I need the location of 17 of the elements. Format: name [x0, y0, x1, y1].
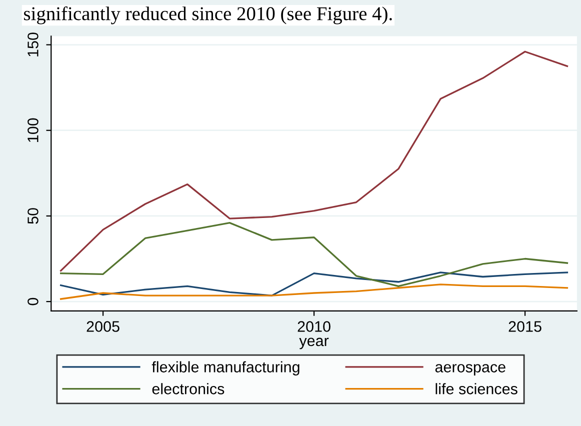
legend-label: life sciences [436, 383, 518, 394]
line-series [60, 284, 568, 300]
y-tick-label: 50 [28, 208, 38, 224]
text: significantly reduced since 2010 (see Figure 4). [24, 6, 392, 24]
y-tick-label: 100 [28, 118, 38, 142]
line-series [60, 222, 568, 287]
x-tick-label: 2015 [508, 321, 542, 332]
x-tick-label: 2010 [298, 321, 330, 332]
x-axis-title: year [299, 338, 329, 350]
x-tick-label: 2005 [86, 321, 120, 332]
line-series [60, 50, 568, 272]
legend-label: flexible manufacturing [152, 361, 300, 376]
legend-label: electronics [152, 383, 224, 394]
line-series [60, 272, 568, 296]
y-tick-label: 150 [28, 32, 38, 56]
y-tick-label: 0 [28, 298, 38, 306]
legend-label: aerospace [435, 364, 506, 376]
